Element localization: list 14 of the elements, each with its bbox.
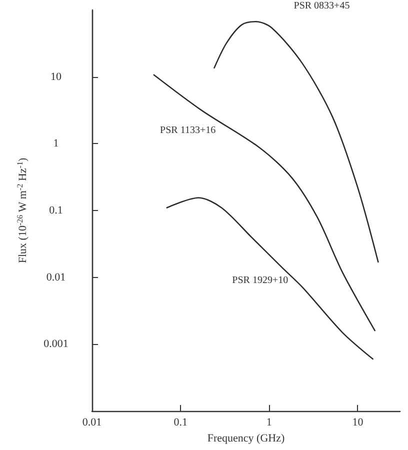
- y-tick-label: 0.01: [46, 271, 66, 284]
- y-tick-label: 0.1: [49, 204, 63, 216]
- x-tick-label: 0.1: [174, 416, 188, 428]
- y-tick-label: 1: [53, 138, 59, 150]
- text: PSR 0833+45: [294, 0, 350, 12]
- y-tick-label: 10: [50, 70, 62, 83]
- series-label: PSR 1929+10: [232, 275, 288, 286]
- y-tick-label: 0.001: [44, 338, 68, 350]
- x-tick-label: 10: [352, 416, 364, 428]
- x-tick-label: 1: [266, 416, 272, 428]
- series-label: PSR 1133+16: [160, 125, 216, 136]
- x-tick-label: 0.01: [82, 416, 102, 428]
- y-axis-title: Flux (10-26 W m-2 Hz-1): [16, 158, 29, 264]
- x-axis-title: Frequency (GHz): [207, 432, 285, 444]
